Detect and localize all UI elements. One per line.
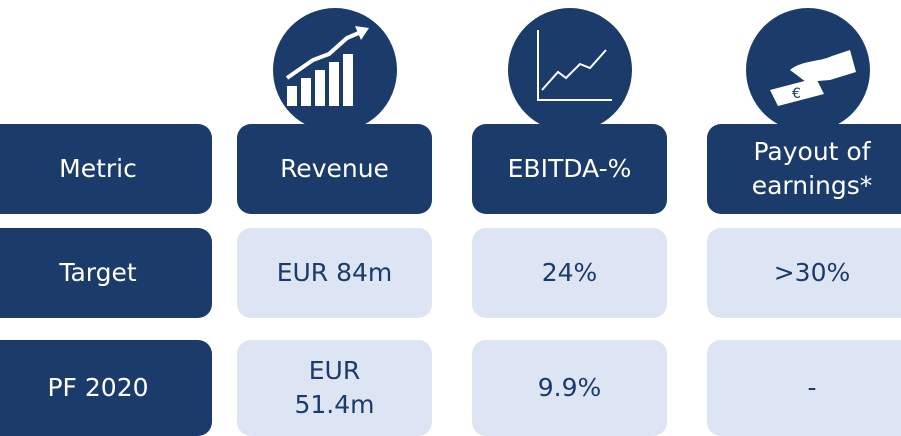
ebitda-icon (508, 8, 632, 132)
header-cell: Payout of earnings* (707, 124, 901, 214)
header-cell: Metric (0, 124, 212, 214)
table-cell: EUR 84m (237, 228, 432, 318)
table-cell: >30% (707, 228, 901, 318)
header-cell: EBITDA-% (472, 124, 667, 214)
table-cell: - (707, 340, 901, 436)
table-cell: 24% (472, 228, 667, 318)
icon-graphic: € (770, 50, 856, 106)
table-cell: EUR 51.4m (237, 340, 432, 436)
icon-graphic (285, 26, 369, 106)
euro-sign: € (792, 86, 801, 102)
table-cell: 9.9% (472, 340, 667, 436)
icon-graphic (537, 30, 612, 101)
row-label: Target (0, 228, 212, 318)
revenue-icon (273, 8, 397, 132)
row-label: PF 2020 (0, 340, 212, 436)
payout-icon: € (746, 8, 870, 132)
header-cell: Revenue (237, 124, 432, 214)
